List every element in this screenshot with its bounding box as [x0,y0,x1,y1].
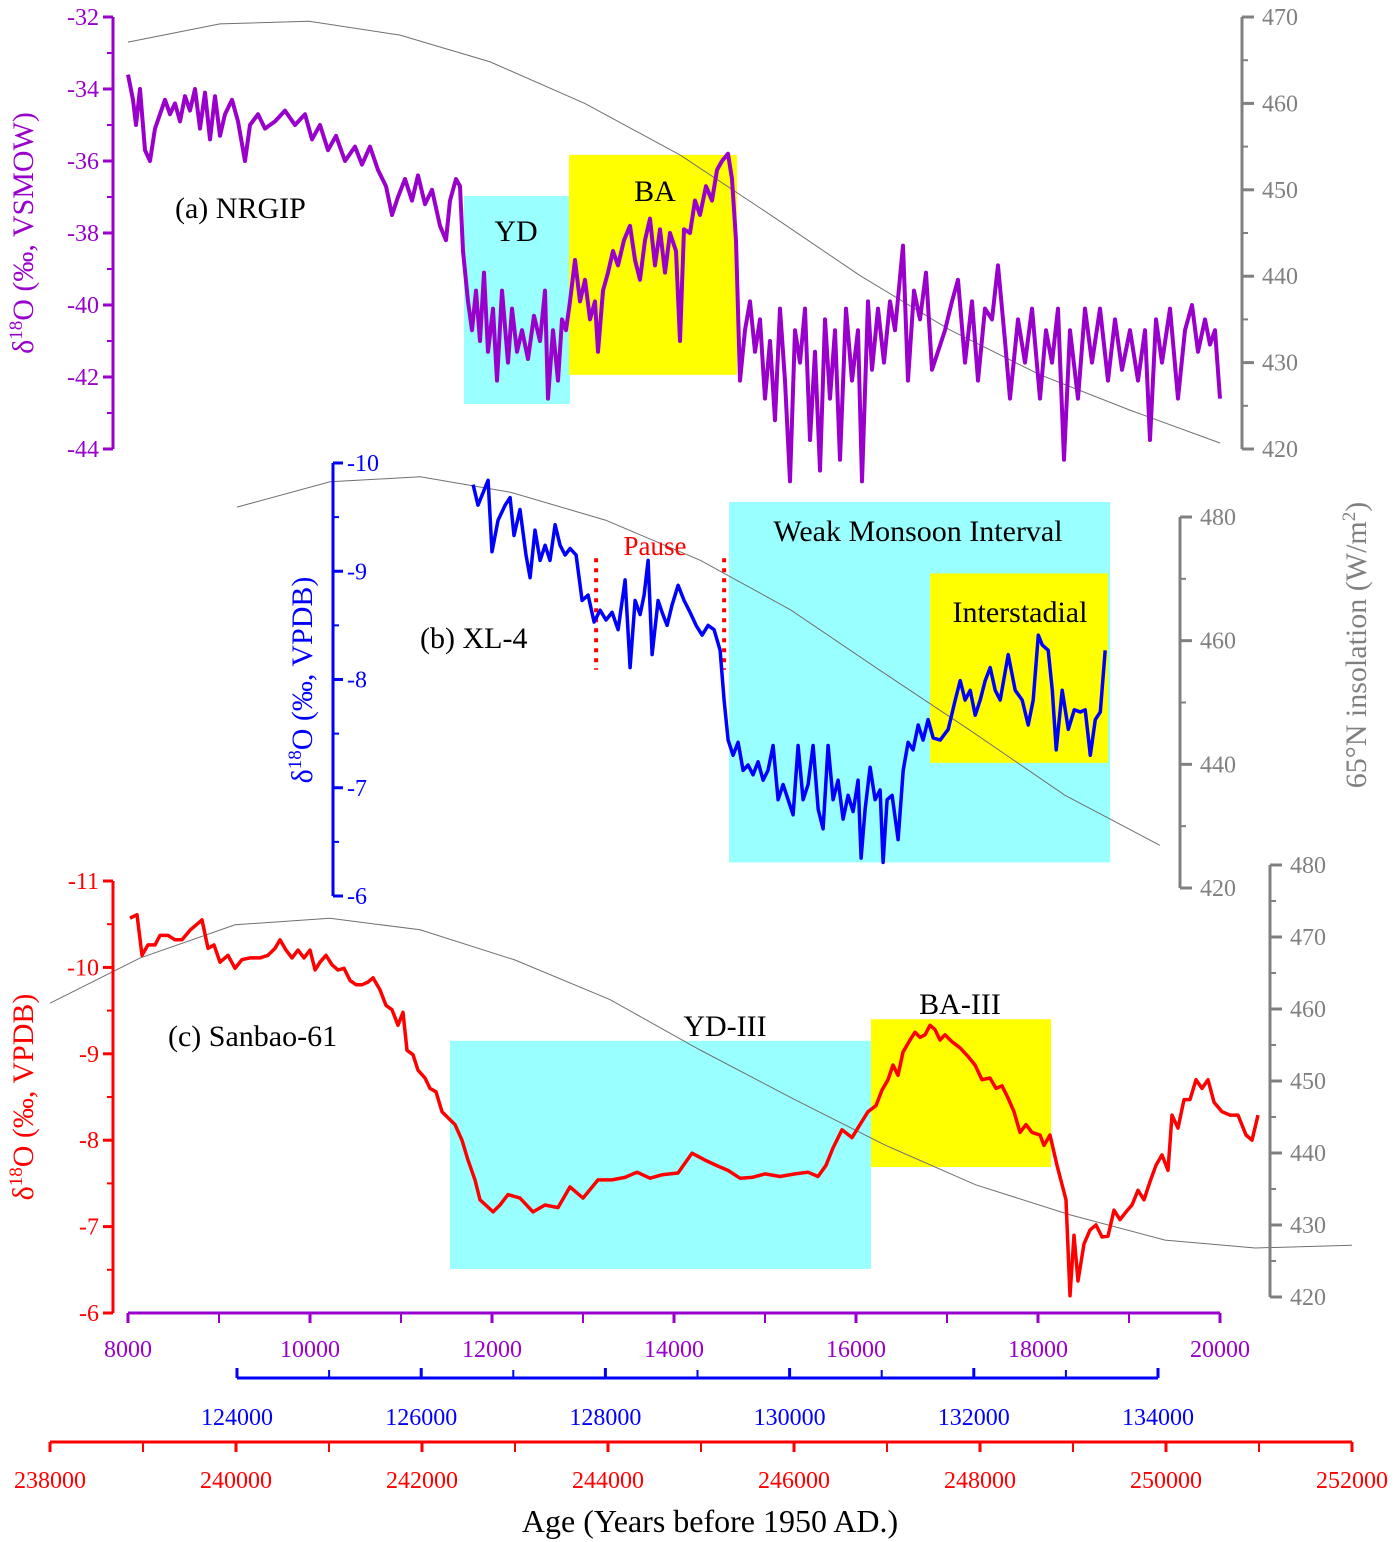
series-line-c [129,912,1260,1298]
panel-label-c: (c) Sanbao-61 [168,1020,337,1053]
insolation-tick-label-b: 440 [1200,752,1236,778]
x-tick-label-a: 18000 [1008,1337,1068,1363]
weak-monsoon-label: Weak Monsoon Interval [773,515,1062,548]
y-tick-label-b: -6 [347,884,367,910]
box-yd-iii [449,1040,872,1269]
insolation-tick-label-c: 440 [1290,1141,1326,1167]
box-interstadial [930,573,1109,763]
x-tick-label-b: 128000 [569,1405,641,1431]
panel-label-a: (a) NRGIP [175,192,306,225]
panel-label-b: (b) XL-4 [420,622,527,655]
y-tick-label-a: -44 [67,437,99,463]
insolation-tick-label-c: 460 [1290,997,1326,1023]
x-tick-label-c: 248000 [944,1468,1016,1494]
y-tick-label-c: -8 [79,1128,99,1154]
pause-label: Pause [624,531,687,561]
insolation-tick-label-a: 440 [1262,264,1298,290]
y-tick-label-c: -9 [79,1042,99,1068]
x-tick-label-a: 14000 [644,1337,704,1363]
x-tick-label-c: 250000 [1130,1468,1202,1494]
interstadial-label: Interstadial [953,596,1088,629]
ba-iii-label: BA-III [919,988,1001,1021]
insolation-tick-label-b: 480 [1200,505,1236,531]
insolation-tick-label-b: 460 [1200,629,1236,655]
insolation-tick-label-a: 420 [1262,437,1298,463]
y-tick-label-c: -11 [68,869,99,895]
y-tick-label-a: -40 [67,293,99,319]
insolation-tick-label-c: 430 [1290,1213,1326,1239]
x-tick-label-b: 130000 [754,1405,826,1431]
x-tick-label-c: 240000 [200,1468,272,1494]
ba-label: BA [634,175,676,208]
x-tick-label-a: 12000 [462,1337,522,1363]
axes: -32 -34 -36 -38 -40 -42 -44 470 460 450 440 430 420 8… [14,5,1388,1494]
x-axis-title: Age (Years before 1950 AD.) [522,1503,898,1539]
proxy-series [126,74,1260,1298]
x-tick-label-c: 238000 [14,1468,86,1494]
y-axis-title-c: δ18O (‰, VPDB) [6,994,40,1201]
x-tick-label-b: 132000 [938,1405,1010,1431]
x-tick-label-a: 8000 [104,1337,152,1363]
y-tick-label-c: -7 [79,1215,99,1241]
insolation-tick-label-c: 450 [1290,1069,1326,1095]
insolation-line-c [49,917,1353,1249]
y-tick-label-c: -10 [67,955,99,981]
yd-iii-label: YD-III [683,1010,766,1043]
insolation-tick-label-a: 450 [1262,178,1298,204]
x-tick-label-b: 126000 [385,1405,457,1431]
yd-label: YD [494,215,537,248]
y-tick-label-a: -38 [67,221,99,247]
y-tick-label-a: -34 [67,77,99,103]
insolation-tick-label-c: 470 [1290,925,1326,951]
y-tick-label-b: -10 [347,451,379,477]
y-axis-title-a: δ18O (‰, VSMOW) [6,112,40,354]
y-tick-label-b: -8 [347,668,367,694]
x-tick-label-c: 252000 [1316,1468,1388,1494]
y-tick-label-a: -32 [67,5,99,31]
y-tick-label-a: -36 [67,149,99,175]
box-ba-iii [871,1019,1052,1167]
y-tick-label-c: -6 [79,1301,99,1327]
y-tick-label-a: -42 [67,365,99,391]
y-tick-label-b: -7 [347,776,367,802]
x-tick-label-b: 134000 [1122,1405,1194,1431]
x-tick-label-b: 124000 [201,1405,273,1431]
insolation-axis-title: 65°N insolation (W/m2) [1339,502,1373,788]
x-tick-label-c: 246000 [758,1468,830,1494]
insolation-tick-label-c: 480 [1290,853,1326,879]
insolation-tick-label-a: 430 [1262,351,1298,377]
insolation-tick-label-a: 470 [1262,5,1298,31]
insolation-tick-label-a: 460 [1262,91,1298,117]
series-line-b [471,478,1107,865]
x-tick-label-a: 16000 [826,1337,886,1363]
x-tick-label-a: 10000 [280,1337,340,1363]
x-tick-label-c: 242000 [386,1468,458,1494]
insolation-tick-label-b: 420 [1200,876,1236,902]
series-line-a [126,74,1222,484]
y-tick-label-b: -9 [347,559,367,585]
insolation-tick-label-c: 420 [1290,1285,1326,1311]
insolation-line-b [236,476,1161,846]
x-tick-label-c: 244000 [572,1468,644,1494]
x-tick-label-a: 20000 [1190,1337,1250,1363]
y-axis-title-b: δ18O (‰, VPDB) [285,577,319,784]
